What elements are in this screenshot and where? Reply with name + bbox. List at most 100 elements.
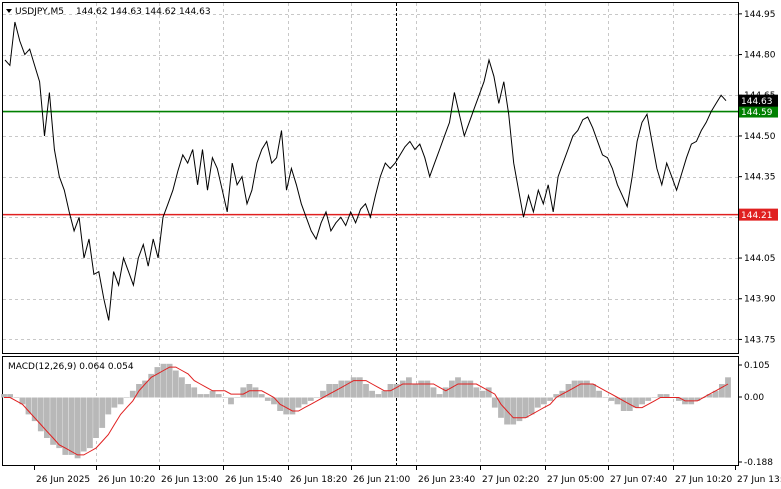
- macd-histogram-bar: [369, 390, 375, 398]
- macd-histogram-bar: [399, 380, 406, 398]
- time-tick-label: 27 Jun 05:00: [547, 475, 604, 485]
- macd-histogram-bar: [50, 397, 56, 445]
- macd-histogram-bar: [467, 380, 474, 398]
- macd-histogram-bar: [541, 397, 547, 405]
- current-price-tag-bg: [739, 94, 778, 107]
- macd-histogram-bar: [68, 397, 75, 455]
- macd-indicator: [1, 363, 731, 459]
- macd-histogram-bar: [406, 377, 412, 398]
- macd-histogram-bar: [142, 380, 148, 398]
- macd-histogram-bar: [160, 363, 167, 398]
- macd-histogram-bar: [393, 384, 400, 398]
- time-tick-label: 27 Jun 07:40: [610, 475, 667, 485]
- green-level-tag-bg: [739, 105, 778, 118]
- macd-histogram-bar: [528, 397, 535, 415]
- macd-histogram-bar: [577, 380, 584, 398]
- macd-histogram-bar: [258, 394, 265, 398]
- macd-histogram-bar: [430, 387, 437, 398]
- macd-histogram-bar: [596, 390, 602, 398]
- macd-histogram-bar: [172, 370, 179, 398]
- macd-histogram-bar: [222, 397, 228, 398]
- macd-histogram-bar: [19, 397, 26, 405]
- price-tick-label: 144.95: [744, 10, 776, 20]
- time-axis: 26 Jun 2025 26 Jun 10:20 26 Jun 13:00 26 Ju…: [34, 466, 781, 485]
- macd-histogram-bar: [31, 397, 38, 422]
- macd-histogram-bar: [37, 397, 44, 432]
- macd-histogram-bar: [449, 380, 455, 398]
- time-tick-label: 26 Jun 21:00: [353, 475, 410, 485]
- macd-histogram-bar: [264, 397, 271, 401]
- macd-histogram-bar: [203, 394, 210, 398]
- macd-histogram-bar: [215, 394, 222, 398]
- macd-histogram-bar: [436, 394, 443, 398]
- macd-histogram-bar: [197, 394, 204, 398]
- macd-histogram-bar: [240, 387, 247, 398]
- time-tick-label: 26 Jun 2025: [36, 475, 90, 485]
- macd-histogram-bar: [252, 387, 259, 398]
- macd-histogram-bar: [25, 397, 32, 415]
- macd-histogram-bar: [725, 377, 731, 398]
- grid: [3, 3, 738, 465]
- macd-histogram-bar: [608, 397, 615, 401]
- macd-histogram-bar: [228, 397, 234, 405]
- macd-histogram-bar: [179, 377, 185, 398]
- macd-histogram-bar: [271, 397, 277, 405]
- macd-histogram-bar: [473, 387, 480, 398]
- macd-histogram-bar: [461, 380, 468, 398]
- price-tick-label: 144.50: [744, 132, 776, 142]
- price-tick-label: 143.90: [744, 295, 776, 305]
- macd-tick-label: 0.00: [744, 393, 764, 403]
- macd-histogram-bar: [455, 377, 461, 398]
- time-tick-label: 26 Jun 10:20: [98, 475, 155, 485]
- macd-histogram-bar: [117, 397, 124, 405]
- macd-signal-line: [4, 366, 729, 456]
- macd-histogram-bar: [412, 384, 418, 398]
- price-tick-label: 144.35: [744, 173, 776, 183]
- macd-histogram-bar: [7, 394, 13, 398]
- macd-histogram-bar: [712, 390, 719, 398]
- macd-histogram-bar: [148, 373, 155, 398]
- macd-histogram-bar: [320, 390, 326, 398]
- price-axis: 144.95144.80144.65144.50144.35144.20144.…: [738, 10, 776, 345]
- macd-histogram-bar: [590, 384, 596, 398]
- macd-histogram-bar: [657, 394, 664, 398]
- dropdown-triangle-icon[interactable]: [6, 9, 12, 13]
- macd-histogram-bar: [639, 397, 645, 405]
- macd-histogram-bar: [307, 397, 314, 401]
- red-level-tag-bg: [739, 208, 778, 221]
- macd-histogram-bar: [498, 397, 504, 418]
- macd-histogram-bar: [166, 363, 173, 398]
- macd-histogram-bar: [314, 397, 320, 398]
- ohlc-label: 144.62 144.63 144.62 144.63: [76, 7, 211, 17]
- green-level-tag: 144.59: [741, 108, 773, 118]
- macd-histogram-bar: [44, 397, 50, 438]
- macd-histogram-bar: [283, 397, 290, 415]
- macd-histogram-bar: [485, 387, 492, 398]
- macd-histogram-bar: [13, 397, 20, 398]
- macd-histogram-bar: [350, 377, 357, 398]
- macd-histogram-bar: [571, 380, 578, 398]
- macd-panel-frame: [2, 356, 739, 466]
- macd-histogram-bar: [584, 380, 590, 398]
- red-level-tag: 144.21: [741, 211, 773, 221]
- macd-histogram-bar: [381, 390, 388, 398]
- macd-histogram-bar: [295, 397, 302, 408]
- macd-histogram-bar: [185, 384, 191, 398]
- macd-histogram-bar: [694, 397, 701, 401]
- price-tags: 144.59 144.21 144.63: [739, 94, 778, 221]
- macd-histogram-bar: [620, 397, 627, 411]
- macd-histogram-bar: [344, 380, 351, 398]
- macd-histogram-bar: [105, 397, 112, 415]
- time-tick-label: 27 Jun 13:00: [737, 475, 781, 485]
- macd-histogram-bar: [154, 367, 161, 398]
- current-price-tag: 144.63: [741, 97, 773, 107]
- macd-histogram-bar: [663, 394, 670, 398]
- macd-histogram-bar: [719, 384, 725, 398]
- macd-histogram-bar: [510, 397, 517, 425]
- time-tick-label: 26 Jun 13:00: [161, 475, 218, 485]
- macd-histogram-bar: [547, 397, 553, 401]
- chart-header: USDJPY,M5 144.62 144.63 144.62 144.63: [6, 7, 211, 17]
- macd-histogram-bar: [479, 390, 486, 398]
- macd-histogram-bar: [602, 397, 609, 398]
